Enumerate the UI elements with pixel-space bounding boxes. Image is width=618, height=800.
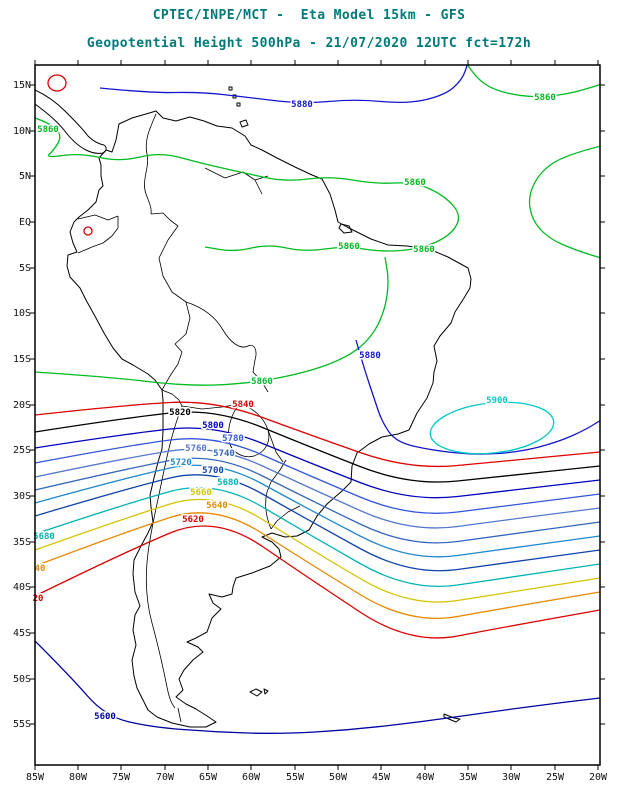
contour-label: 5860 — [338, 242, 360, 252]
lon-label: 55W — [286, 772, 305, 783]
chart-title: CPTEC/INPE/MCT - Eta Model 15km - GFS — [152, 8, 466, 23]
lat-label: 25S — [13, 445, 31, 456]
lon-label: 65W — [199, 772, 218, 783]
contour-label: 5800 — [202, 421, 224, 431]
lat-label: 35S — [13, 537, 31, 548]
contour-line-5640 — [35, 512, 600, 619]
lon-label: 75W — [112, 772, 131, 783]
lat-label: 40S — [13, 582, 31, 593]
contour-line-5600 — [35, 640, 600, 734]
contour-label: 5840 — [232, 400, 254, 410]
lat-label: 5N — [19, 171, 31, 182]
lat-label: 15N — [13, 80, 31, 91]
lon-label: 35W — [459, 772, 478, 783]
contour-label-layer: 5880 5860 5860 5860 5860 5860 5860 5880 5900 5840… — [31, 92, 557, 724]
contour-line-5720 — [35, 464, 600, 558]
contour-line-5800 — [35, 427, 600, 499]
contour-line-5860 — [466, 65, 600, 98]
contour-label: 5740 — [213, 449, 235, 459]
lon-label: 60W — [242, 772, 261, 783]
lon-label: 80W — [69, 772, 88, 783]
contour-line-5860 — [35, 117, 460, 252]
lat-label: 5S — [19, 263, 31, 274]
contour-line-5620 — [35, 525, 600, 639]
central-america-coastline — [35, 89, 107, 154]
contour-label: 5620 — [182, 515, 204, 525]
contour-label: 5780 — [222, 434, 244, 444]
chart-subtitle: Geopotential Height 500hPa - 21/07/2020 … — [86, 36, 532, 51]
lat-label: 30S — [13, 491, 31, 502]
map-frame — [34, 64, 601, 766]
lat-label: 55S — [13, 719, 31, 730]
contour-line-5820 — [35, 411, 600, 483]
contour-label: 5640 — [206, 501, 228, 511]
lat-label: 20S — [13, 400, 31, 411]
contour-label: 5860 — [413, 245, 435, 255]
axis-layer: 15N10N5NEQ5S10S15S20S25S30S35S40S45S50S5… — [13, 60, 608, 783]
contour-label: 20 — [33, 594, 44, 604]
contour-line-5680 — [35, 486, 600, 588]
contour-label: 5860 — [534, 93, 556, 103]
contour-label: 5860 — [404, 178, 426, 188]
lat-label: 10N — [13, 126, 31, 137]
lat-label: 15S — [13, 354, 31, 365]
contour-label: 5820 — [169, 408, 191, 418]
lat-label: EQ — [19, 217, 31, 228]
lon-label: 30W — [502, 772, 521, 783]
contour-label: 5680 — [33, 532, 55, 542]
geography-layer — [35, 86, 472, 728]
contour-layer — [35, 65, 600, 734]
lat-label: 10S — [13, 308, 31, 319]
contour-line-5840 — [35, 401, 600, 468]
contour-label: 5700 — [202, 466, 224, 476]
contour-line-closed — [83, 226, 93, 236]
lon-label: 45W — [372, 772, 391, 783]
contour-line-5900 — [429, 401, 555, 455]
country-borders — [77, 113, 301, 723]
contour-label: 5860 — [37, 125, 59, 135]
lon-label: 85W — [26, 772, 45, 783]
contour-label: 5660 — [190, 488, 212, 498]
lon-label: 20W — [589, 772, 608, 783]
contour-label: 5600 — [94, 712, 116, 722]
contour-line-5860 — [35, 256, 389, 386]
contour-label: 5760 — [185, 444, 207, 454]
lat-label: 50S — [13, 674, 31, 685]
south-america-coastline — [66, 110, 472, 728]
contour-line-5880 — [355, 339, 600, 455]
contour-label: 5900 — [486, 396, 508, 406]
contour-label: 5680 — [217, 478, 239, 488]
contour-label: 5720 — [170, 458, 192, 468]
contour-label: 5860 — [251, 377, 273, 387]
lon-label: 25W — [546, 772, 565, 783]
contour-label: 5880 — [291, 100, 313, 110]
contour-line-closed — [47, 74, 67, 92]
lon-label: 40W — [416, 772, 435, 783]
contour-label: 40 — [35, 564, 46, 574]
contour-label: 5880 — [359, 351, 381, 361]
contour-line-5860 — [528, 145, 600, 259]
contour-line-5780 — [35, 438, 600, 514]
contour-line-5880 — [99, 65, 468, 104]
contour-line-5760 — [35, 448, 600, 529]
contour-line-5700 — [35, 474, 600, 572]
islands — [228, 86, 461, 723]
contour-line-5660 — [35, 498, 600, 603]
lon-label: 50W — [329, 772, 348, 783]
lon-label: 70W — [156, 772, 175, 783]
lat-label: 45S — [13, 628, 31, 639]
contour-line-5740 — [35, 457, 600, 544]
